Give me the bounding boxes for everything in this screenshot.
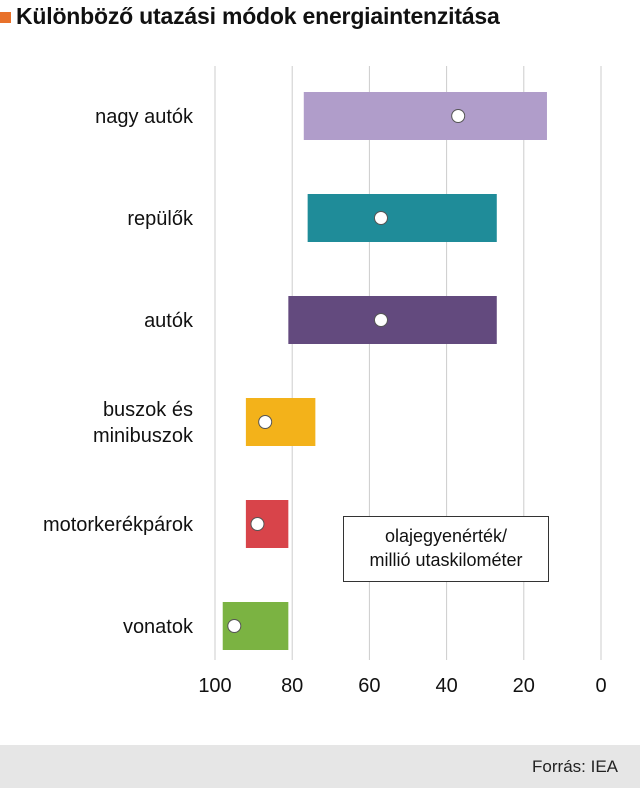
bar — [288, 296, 497, 344]
x-tick-label: 20 — [513, 675, 535, 697]
x-tick-label: 60 — [358, 675, 380, 697]
bar-marker — [373, 313, 388, 327]
bar — [303, 92, 547, 140]
bar-marker — [250, 517, 265, 531]
bar-marker — [227, 619, 242, 633]
source-label: Forrás: IEA — [532, 757, 618, 776]
category-label: buszok és — [103, 399, 193, 421]
bar-marker — [451, 109, 466, 123]
chart-title: Különböző utazási módok energiaintenzitá… — [16, 3, 500, 29]
bar-marker — [258, 415, 273, 429]
title-accent-square — [0, 12, 11, 23]
category-label: autók — [144, 310, 194, 332]
chart-area: 100 80 60 40 20 0 nagy autók repülők autók buszok… — [43, 66, 607, 697]
category-label: motorkerékpárok — [43, 514, 194, 536]
x-tick-label: 40 — [435, 675, 457, 697]
x-tick-label: 0 — [595, 675, 606, 697]
bar — [307, 194, 497, 242]
category-label: minibuszok — [93, 425, 194, 447]
unit-label-line-1: olajegyenérték/ — [384, 526, 508, 546]
category-label: repülők — [127, 208, 194, 230]
category-label: nagy autók — [95, 106, 194, 128]
footer: Forrás: IEA — [0, 745, 640, 788]
x-tick-label: 80 — [281, 675, 303, 697]
unit-label-box: olajegyenérték/ millió utaskilométer — [343, 516, 549, 582]
category-label: vonatok — [123, 616, 194, 638]
bar — [245, 398, 316, 446]
title-bar: Különböző utazási módok energiaintenzitá… — [0, 0, 640, 40]
unit-label-line-2: millió utaskilométer — [369, 550, 523, 570]
x-tick-label: 100 — [198, 675, 231, 697]
bar-marker — [373, 211, 388, 225]
